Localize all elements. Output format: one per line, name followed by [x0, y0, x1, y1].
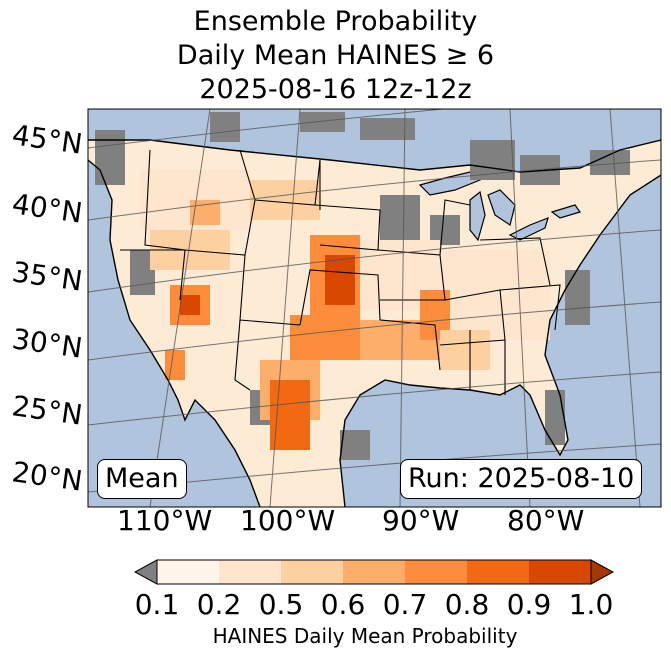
- colorbar-frame: [156, 559, 592, 585]
- colorbar-segment: [343, 560, 405, 584]
- lon-label-90: 90°W: [382, 504, 460, 537]
- colorbar-tick-5: 0.8: [444, 588, 490, 621]
- colorbar-tick-0: 0.1: [134, 588, 180, 621]
- missing-data-regions: [95, 112, 630, 460]
- colorbar-under-arrow: [133, 559, 158, 585]
- colorbar-label: HAINES Daily Mean Probability: [212, 624, 518, 648]
- colorbar-over-arrow: [590, 559, 615, 585]
- run-label-box: Run: 2025-08-10: [400, 459, 643, 499]
- colorbar-segment: [157, 560, 219, 584]
- colorbar-segment: [467, 560, 529, 584]
- colorbar-segment: [281, 560, 343, 584]
- colorbar-segment: [405, 560, 467, 584]
- stat-label-box: Mean: [97, 459, 187, 499]
- colorbar-tick-7: 1.0: [568, 588, 614, 621]
- title-line-2: Daily Mean HAINES ≥ 6: [176, 40, 495, 71]
- colorbar-tick-2: 0.5: [258, 588, 304, 621]
- state-boundaries: [120, 149, 561, 395]
- colorbar-segment: [529, 560, 591, 584]
- title-line-1: Ensemble Probability: [193, 6, 478, 37]
- colorbar-tick-1: 0.2: [196, 588, 242, 621]
- map-frame: [87, 108, 662, 508]
- lon-label-80: 80°W: [507, 504, 585, 537]
- colorbar-tick-4: 0.7: [382, 588, 428, 621]
- lon-label-110: 110°W: [117, 504, 213, 537]
- colorbar-tick-6: 0.9: [506, 588, 552, 621]
- title-line-3: 2025-08-16 12z-12z: [199, 74, 472, 105]
- colorbar-tick-3: 0.6: [320, 588, 366, 621]
- coastline: [88, 139, 661, 507]
- colorbar-segment: [219, 560, 281, 584]
- lon-label-100: 100°W: [240, 504, 336, 537]
